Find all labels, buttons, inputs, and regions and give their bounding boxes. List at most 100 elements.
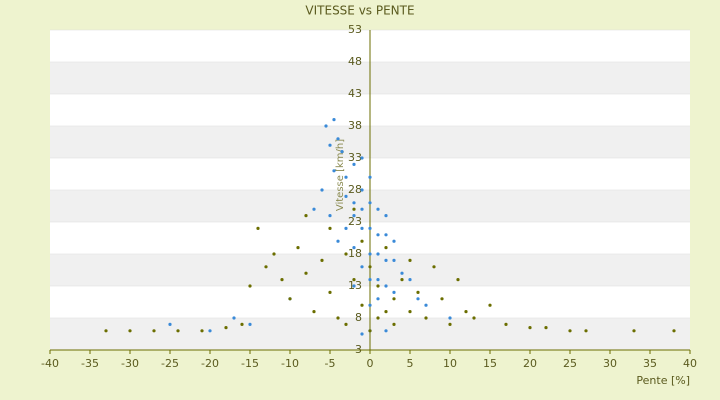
point xyxy=(568,329,572,333)
point xyxy=(312,207,316,211)
point xyxy=(248,284,252,288)
y-tick-label: 53 xyxy=(348,23,362,36)
point xyxy=(368,201,372,205)
point xyxy=(280,278,284,282)
point xyxy=(336,316,340,320)
point xyxy=(232,316,236,320)
point xyxy=(384,258,388,262)
point xyxy=(424,303,428,307)
point xyxy=(392,258,396,262)
point xyxy=(304,214,308,218)
point xyxy=(352,278,356,282)
y-axis-label: Vitesse [km/h] xyxy=(335,139,346,211)
x-tick-label: -25 xyxy=(161,357,179,370)
x-tick-label: 30 xyxy=(603,357,617,370)
point xyxy=(168,322,172,326)
point xyxy=(332,169,336,173)
point xyxy=(360,265,364,269)
point xyxy=(352,284,356,288)
point xyxy=(632,329,636,333)
point xyxy=(400,271,404,275)
point xyxy=(344,175,348,179)
point xyxy=(488,303,492,307)
point xyxy=(360,156,364,160)
point xyxy=(376,252,380,256)
x-tick-label: 25 xyxy=(563,357,577,370)
point xyxy=(360,303,364,307)
point xyxy=(384,214,388,218)
y-tick-label: 33 xyxy=(348,151,362,164)
point xyxy=(248,322,252,326)
point xyxy=(392,239,396,243)
point xyxy=(376,207,380,211)
point xyxy=(392,322,396,326)
x-tick-label: 10 xyxy=(443,357,457,370)
series xyxy=(104,207,676,333)
point xyxy=(392,297,396,301)
point xyxy=(360,226,364,230)
point xyxy=(344,194,348,198)
point xyxy=(544,326,548,330)
x-tick-label: -40 xyxy=(41,357,59,370)
point xyxy=(104,329,108,333)
point xyxy=(324,124,328,128)
point xyxy=(416,297,420,301)
point xyxy=(392,290,396,294)
point xyxy=(448,316,452,320)
point xyxy=(224,326,228,330)
point xyxy=(472,316,476,320)
x-tick-label: -15 xyxy=(241,357,259,370)
point xyxy=(328,214,332,218)
point xyxy=(344,252,348,256)
point xyxy=(352,246,356,250)
point xyxy=(384,284,388,288)
point xyxy=(328,226,332,230)
point xyxy=(416,290,420,294)
point xyxy=(384,233,388,237)
point xyxy=(384,246,388,250)
x-tick-label: -35 xyxy=(81,357,99,370)
point xyxy=(352,214,356,218)
x-tick-label: -10 xyxy=(281,357,299,370)
point xyxy=(152,329,156,333)
point xyxy=(368,175,372,179)
point xyxy=(408,258,412,262)
point xyxy=(384,329,388,333)
point xyxy=(376,297,380,301)
y-tick-label: 28 xyxy=(348,183,362,196)
point xyxy=(344,226,348,230)
point xyxy=(432,265,436,269)
y-tick-label: 23 xyxy=(348,215,362,228)
point xyxy=(336,137,340,141)
point xyxy=(376,284,380,288)
y-tick-label: 8 xyxy=(355,311,362,324)
point xyxy=(368,226,372,230)
point xyxy=(456,278,460,282)
point xyxy=(360,188,364,192)
point xyxy=(672,329,676,333)
point xyxy=(360,332,364,336)
point xyxy=(368,303,372,307)
y-tick-label: 43 xyxy=(348,87,362,100)
point xyxy=(368,252,372,256)
x-tick-label: 20 xyxy=(523,357,537,370)
point xyxy=(256,226,260,230)
y-tick-label: 18 xyxy=(348,247,362,260)
y-tick-label: 48 xyxy=(348,55,362,68)
point xyxy=(328,143,332,147)
point xyxy=(352,201,356,205)
x-tick-label: 0 xyxy=(367,357,374,370)
point xyxy=(376,233,380,237)
point xyxy=(448,322,452,326)
point xyxy=(408,310,412,314)
point xyxy=(328,290,332,294)
point xyxy=(340,150,344,154)
point xyxy=(352,162,356,166)
point xyxy=(176,329,180,333)
point xyxy=(368,278,372,282)
x-tick-label: 5 xyxy=(407,357,414,370)
point xyxy=(208,329,212,333)
x-axis-label: Pente [%] xyxy=(636,374,690,387)
point xyxy=(360,207,364,211)
y-tick-label: 38 xyxy=(348,119,362,132)
